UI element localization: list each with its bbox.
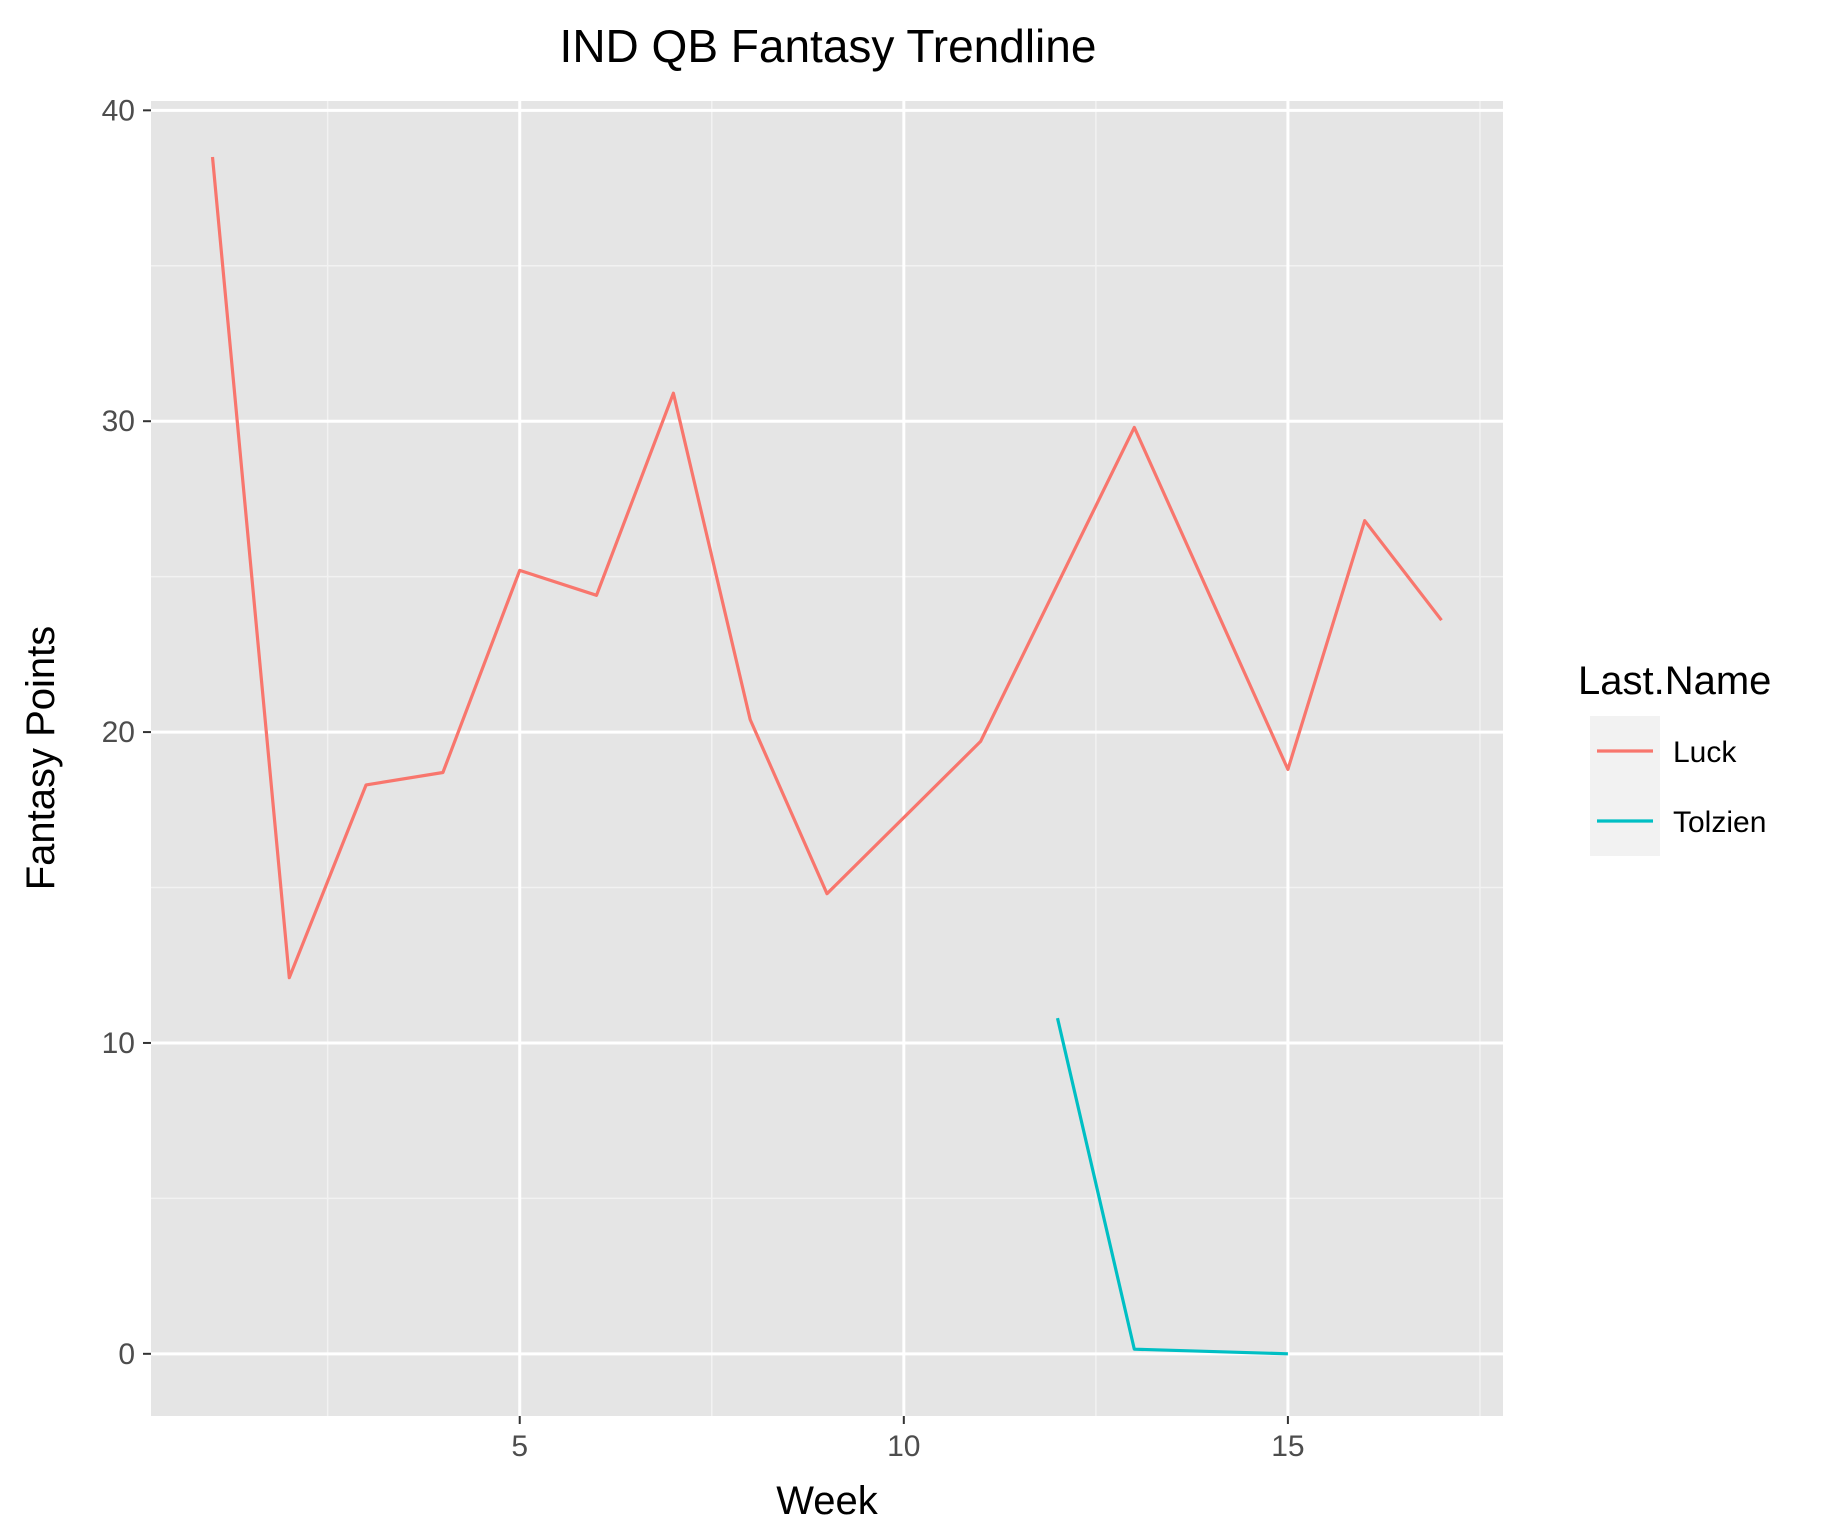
series-layer bbox=[210, 156, 1443, 1356]
axis-ticks: 5 10 15 0 10 20 30 40 bbox=[102, 94, 1305, 1463]
y-axis-title: Fantasy Points bbox=[19, 626, 63, 891]
x-tick-label: 10 bbox=[887, 1430, 920, 1463]
grid-minor bbox=[151, 101, 1503, 1416]
legend: Last.Name Luck Tolzien bbox=[1578, 659, 1771, 856]
legend-label-tolzien: Tolzien bbox=[1673, 806, 1766, 839]
y-tick-label: 30 bbox=[102, 405, 135, 438]
y-tick-label: 10 bbox=[102, 1027, 135, 1060]
x-tick-label: 15 bbox=[1271, 1430, 1304, 1463]
x-axis-title: Week bbox=[776, 1479, 879, 1523]
y-tick-label: 40 bbox=[102, 94, 135, 127]
y-tick-label: 20 bbox=[102, 716, 135, 749]
series-line-luck bbox=[210, 156, 1443, 980]
x-tick-label: 5 bbox=[511, 1430, 528, 1463]
grid-major bbox=[151, 101, 1503, 1416]
plot-panel bbox=[151, 101, 1503, 1416]
chart-title: IND QB Fantasy Trendline bbox=[560, 20, 1097, 72]
y-tick-label: 0 bbox=[118, 1338, 135, 1371]
legend-title: Last.Name bbox=[1578, 659, 1771, 703]
legend-items: Luck Tolzien bbox=[1590, 716, 1766, 856]
series-line-tolzien bbox=[1055, 1017, 1288, 1356]
legend-label-luck: Luck bbox=[1673, 736, 1737, 769]
